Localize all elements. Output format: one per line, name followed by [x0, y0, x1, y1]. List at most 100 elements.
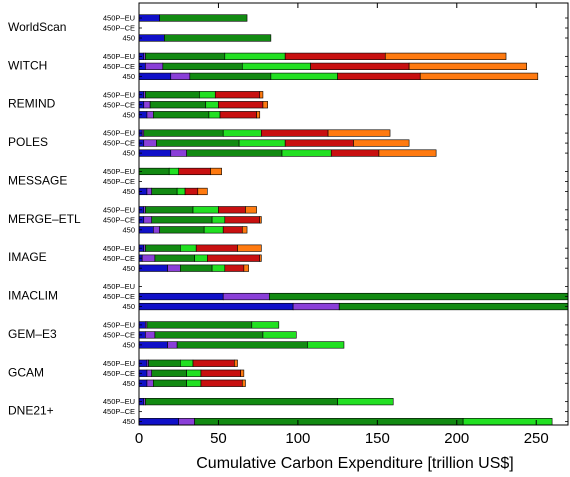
bar-segment: [203, 226, 224, 234]
bar-segment: [327, 129, 391, 137]
bar-segment: [186, 369, 202, 377]
bar-segment: [145, 244, 181, 252]
bar-segment: [139, 418, 180, 425]
bar-segment: [154, 254, 195, 262]
bar-segment: [256, 111, 261, 119]
scenario-label: 450P–EU: [103, 167, 135, 176]
scenario-label: 450: [122, 34, 135, 43]
bar-segment: [159, 226, 205, 234]
bar-segment: [180, 359, 194, 367]
bar-segment: [143, 216, 153, 224]
bar-segment: [245, 206, 257, 214]
model-label: MERGE–ETL: [8, 212, 81, 226]
bar-segment: [139, 341, 168, 349]
bar-segment: [251, 321, 280, 329]
bar-segment: [162, 62, 243, 70]
bar-segment: [154, 331, 264, 339]
scenario-label: 450: [122, 302, 135, 311]
bar-segment: [243, 264, 249, 272]
scenario-label: 450P–EU: [103, 14, 135, 23]
bar-segment: [170, 149, 187, 157]
bar-segment: [180, 244, 197, 252]
bar-segment: [178, 167, 211, 176]
model-label: POLES: [8, 135, 48, 149]
scenario-label: 450P–CE: [103, 369, 135, 378]
bar-segment: [284, 139, 354, 147]
bar-segment: [146, 321, 253, 329]
bar-segment: [151, 187, 178, 196]
scenario-label: 450: [122, 264, 135, 273]
bar-segment: [159, 14, 248, 22]
bar-segment: [240, 369, 245, 377]
bar-segment: [143, 139, 157, 147]
bar-segment: [139, 264, 168, 272]
bar-segment: [270, 72, 338, 80]
scenario-label: 450P–EU: [103, 321, 135, 330]
scenario-label: 450: [122, 417, 135, 426]
bar-segment: [176, 341, 308, 349]
bar-segment: [284, 52, 386, 60]
bar-segment: [184, 187, 199, 196]
scenario-label: 450P–EU: [103, 90, 135, 99]
bar-segment: [167, 341, 178, 349]
bar-segment: [237, 244, 262, 252]
bar-segment: [205, 101, 219, 109]
model-label: DNE21+: [8, 404, 54, 418]
bar-segment: [224, 264, 245, 272]
bar-segment: [218, 206, 246, 214]
bar-segment: [145, 398, 338, 406]
bar-segment: [208, 111, 221, 119]
bar-segment: [145, 91, 200, 99]
scenario-label: 450P–EU: [103, 244, 135, 253]
bar-segment: [234, 359, 238, 367]
bar-segment: [151, 216, 213, 224]
bar-segment: [195, 244, 238, 252]
bar-segment: [153, 379, 187, 387]
bar-segment: [337, 72, 421, 80]
x-axis-label: Cumulative Carbon Expenditure [trillion …: [196, 455, 513, 472]
bar-segment: [194, 418, 464, 425]
bar-segment: [259, 91, 264, 99]
bar-segment: [151, 369, 187, 377]
bar-segment: [143, 129, 224, 137]
bar-segment: [384, 52, 507, 60]
scenario-label: 450: [122, 149, 135, 158]
bar-segment: [211, 264, 226, 272]
x-tick-label: 100: [285, 430, 310, 447]
bar-segment: [214, 91, 261, 99]
bar-segment: [143, 101, 151, 109]
bar-segment: [310, 62, 410, 70]
bar-segment: [241, 226, 248, 234]
bar-segment: [378, 149, 437, 157]
scenario-label: 450P–EU: [103, 205, 135, 214]
bar-segment: [224, 216, 261, 224]
bar-segment: [222, 292, 270, 301]
bar-segment: [180, 264, 213, 272]
scenario-label: 450P–CE: [103, 24, 135, 33]
bar-segment: [139, 72, 172, 80]
bar-segment: [207, 254, 261, 262]
bar-segment: [156, 139, 240, 147]
bar-segment: [189, 72, 272, 80]
model-label: WorldScan: [8, 20, 66, 34]
bar-segment: [241, 62, 311, 70]
bar-segment: [176, 187, 186, 196]
bar-segment: [146, 369, 153, 377]
scenario-label: 450P–CE: [103, 139, 135, 148]
bar-segment: [200, 379, 243, 387]
bar-segment: [259, 216, 262, 224]
bar-segment: [153, 111, 210, 119]
bar-segment: [146, 111, 154, 119]
bar-segment: [337, 398, 394, 406]
scenario-label: 450P–EU: [103, 397, 135, 406]
scenario-label: 450P–CE: [103, 215, 135, 224]
bar-segment: [281, 149, 332, 157]
bar-segment: [330, 149, 380, 157]
scenario-label: 450P–EU: [103, 52, 135, 61]
bar-segment: [186, 379, 202, 387]
scenario-label: 450P–CE: [103, 177, 135, 186]
bar-segment: [218, 101, 264, 109]
bar-segment: [168, 167, 180, 176]
bar-segment: [139, 292, 224, 301]
bar-segment: [145, 331, 156, 339]
